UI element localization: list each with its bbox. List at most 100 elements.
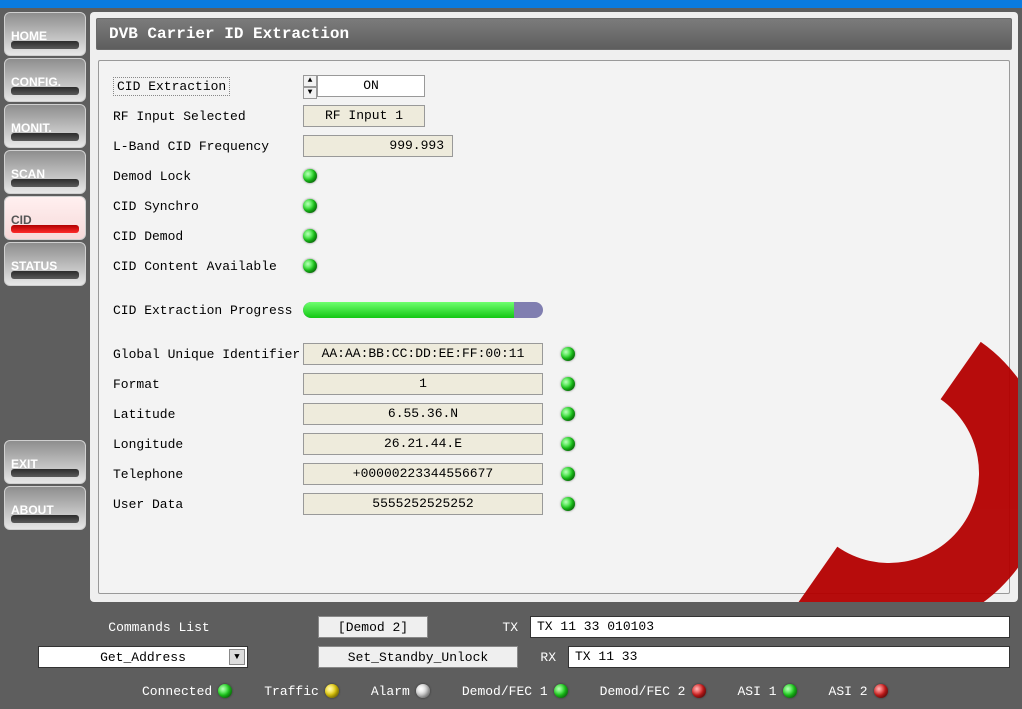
label-guid: Global Unique Identifier [113, 347, 303, 362]
nav-cid[interactable]: CID [4, 196, 86, 240]
row-userdata: User Data 5555252525252 [113, 489, 995, 519]
label-longitude: Longitude [113, 437, 303, 452]
nav-scan[interactable]: SCAN [4, 150, 86, 194]
status-label: Traffic [264, 684, 319, 699]
cid-demod-led [303, 229, 317, 243]
set-standby-button[interactable]: Set_Standby_Unlock [318, 646, 518, 668]
status-pair: ASI 2 [829, 684, 888, 699]
status-led [416, 684, 430, 698]
page-title: DVB Carrier ID Extraction [96, 18, 1012, 50]
label-cid-extraction: CID Extraction [113, 77, 230, 96]
spin-down-icon[interactable]: ▼ [303, 87, 317, 99]
demod-button[interactable]: [Demod 2] [318, 616, 428, 638]
status-label: Alarm [371, 684, 410, 699]
value-telephone: +00000223344556677 [303, 463, 543, 485]
row-cid-synchro: CID Synchro [113, 191, 995, 221]
label-format: Format [113, 377, 303, 392]
status-pair: Traffic [264, 684, 339, 699]
nav-home[interactable]: HOME [4, 12, 86, 56]
status-pair: ASI 1 [738, 684, 797, 699]
label-cid-demod: CID Demod [113, 229, 303, 244]
main-area: HOME CONFIG. MONIT. SCAN CID STATUS EXIT [0, 8, 1022, 606]
row-cid-demod: CID Demod [113, 221, 995, 251]
status-pair: Demod/FEC 2 [600, 684, 706, 699]
content-panel: DVB Carrier ID Extraction CID Extraction… [90, 12, 1018, 602]
row-telephone: Telephone +00000223344556677 [113, 459, 995, 489]
row-cid-content: CID Content Available [113, 251, 995, 281]
status-led [218, 684, 232, 698]
status-led [692, 684, 706, 698]
status-led [783, 684, 797, 698]
guid-led [561, 347, 575, 361]
label-demod-lock: Demod Lock [113, 169, 303, 184]
label-userdata: User Data [113, 497, 303, 512]
format-led [561, 377, 575, 391]
cid-content-led [303, 259, 317, 273]
nav-indicator [11, 515, 79, 523]
tx-label: TX [492, 620, 518, 635]
cid-synchro-led [303, 199, 317, 213]
row-cid-extraction: CID Extraction ▲ ▼ ON [113, 71, 995, 101]
status-label: ASI 1 [738, 684, 777, 699]
telephone-led [561, 467, 575, 481]
nav-gap [4, 288, 86, 438]
nav-indicator [11, 225, 79, 233]
commands-list-label: Commands List [84, 620, 234, 635]
nav-exit[interactable]: EXIT [4, 440, 86, 484]
label-latitude: Latitude [113, 407, 303, 422]
cid-extraction-spin[interactable]: ▲ ▼ ON [303, 75, 425, 97]
cid-extraction-value: ON [317, 75, 425, 97]
status-pair: Connected [142, 684, 232, 699]
sidebar: HOME CONFIG. MONIT. SCAN CID STATUS EXIT [0, 8, 90, 606]
commands-combo-value: Get_Address [100, 650, 186, 665]
longitude-led [561, 437, 575, 451]
status-led [874, 684, 888, 698]
status-label: Demod/FEC 1 [462, 684, 548, 699]
cmd-row-1: Commands List [Demod 2] TX TX 11 33 0101… [12, 612, 1010, 642]
label-rf-input: RF Input Selected [113, 109, 303, 124]
spin-arrows[interactable]: ▲ ▼ [303, 75, 317, 97]
value-format: 1 [303, 373, 543, 395]
label-lband-freq: L-Band CID Frequency [113, 139, 303, 154]
row-rf-input: RF Input Selected RF Input 1 [113, 101, 995, 131]
cid-progress-fill [303, 302, 514, 318]
nav-config[interactable]: CONFIG. [4, 58, 86, 102]
value-longitude: 26.21.44.E [303, 433, 543, 455]
row-format: Format 1 [113, 369, 995, 399]
bottom-bar: Commands List [Demod 2] TX TX 11 33 0101… [0, 606, 1022, 709]
nav-indicator [11, 271, 79, 279]
window-title-strip [0, 0, 1022, 8]
rx-field[interactable]: TX 11 33 [568, 646, 1010, 668]
row-longitude: Longitude 26.21.44.E [113, 429, 995, 459]
latitude-led [561, 407, 575, 421]
nav-about[interactable]: ABOUT [4, 486, 86, 530]
commands-combo[interactable]: Get_Address ▼ [38, 646, 248, 668]
spin-up-icon[interactable]: ▲ [303, 75, 317, 87]
label-cid-content: CID Content Available [113, 259, 303, 274]
value-latitude: 6.55.36.N [303, 403, 543, 425]
userdata-led [561, 497, 575, 511]
row-demod-lock: Demod Lock [113, 161, 995, 191]
status-led-row: Connected Traffic Alarm Demod/FEC 1 Demod/FE… [12, 676, 1010, 706]
nav-indicator [11, 469, 79, 477]
label-telephone: Telephone [113, 467, 303, 482]
label-cid-progress: CID Extraction Progress [113, 303, 303, 318]
tx-field[interactable]: TX 11 33 010103 [530, 616, 1010, 638]
cid-progress-bar [303, 302, 543, 318]
row-cid-progress: CID Extraction Progress [113, 295, 995, 325]
chevron-down-icon[interactable]: ▼ [229, 649, 245, 665]
row-guid: Global Unique Identifier AA:AA:BB:CC:DD:… [113, 339, 995, 369]
nav-monit[interactable]: MONIT. [4, 104, 86, 148]
value-guid: AA:AA:BB:CC:DD:EE:FF:00:11 [303, 343, 543, 365]
status-pair: Demod/FEC 1 [462, 684, 568, 699]
status-label: ASI 2 [829, 684, 868, 699]
nav-status[interactable]: STATUS [4, 242, 86, 286]
nav-indicator [11, 41, 79, 49]
cid-panel: CID Extraction ▲ ▼ ON RF Input Selected … [98, 60, 1010, 594]
label-cid-synchro: CID Synchro [113, 199, 303, 214]
status-label: Demod/FEC 2 [600, 684, 686, 699]
rx-label: RX [530, 650, 556, 665]
status-led [325, 684, 339, 698]
nav-indicator [11, 179, 79, 187]
row-lband-freq: L-Band CID Frequency 999.993 [113, 131, 995, 161]
